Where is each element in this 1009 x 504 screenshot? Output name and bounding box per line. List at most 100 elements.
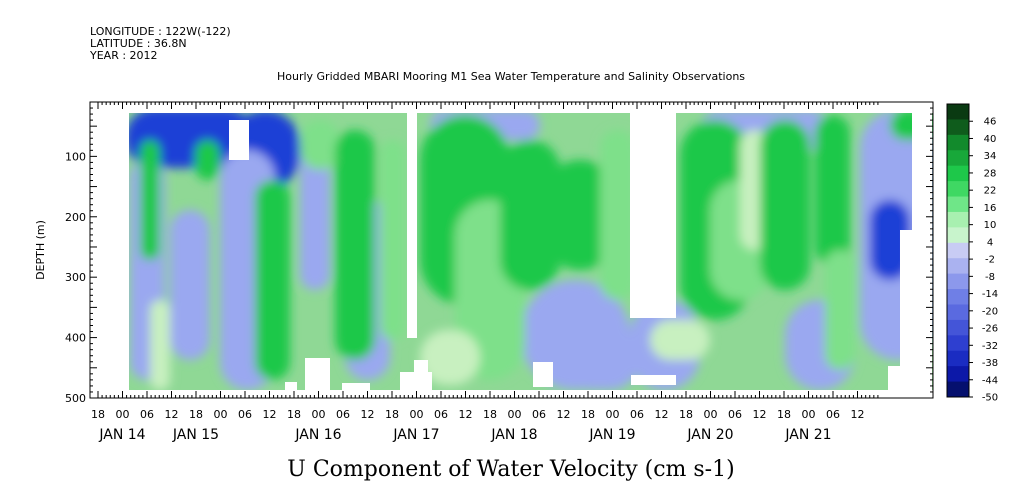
colorbar-label: 16 (984, 203, 997, 214)
colorbar-label: 28 (984, 168, 997, 179)
x-hour-label: 06 (532, 408, 546, 421)
x-hour-label: 18 (91, 408, 105, 421)
colorbar-swatch (947, 366, 969, 383)
colorbar-label: 4 (987, 237, 993, 248)
missing-data (630, 290, 676, 318)
y-tick-label: 400 (65, 332, 86, 345)
x-hour-label: 06 (336, 408, 350, 421)
x-date-label: JAN 20 (686, 427, 733, 443)
x-hour-label: 12 (361, 408, 375, 421)
heat-patch (150, 300, 170, 390)
x-hour-label: 12 (557, 408, 571, 421)
colorbar-swatch (947, 258, 969, 275)
x-hour-label: 00 (410, 408, 424, 421)
heat-patch (815, 115, 850, 265)
colorbar-swatch (947, 273, 969, 290)
colorbar-swatch (947, 211, 969, 228)
x-hour-label: 12 (263, 408, 277, 421)
colorbar-swatch (947, 319, 969, 336)
missing-data (91, 103, 932, 113)
heat-patch (140, 140, 160, 260)
colorbar-label: 22 (984, 186, 997, 197)
x-hour-label: 06 (630, 408, 644, 421)
colorbar-label: 40 (984, 134, 997, 145)
colorbar-label: -44 (982, 375, 998, 386)
heat-patch (195, 140, 220, 180)
heat-patch (170, 210, 210, 360)
x-date-label: JAN 17 (392, 427, 439, 443)
colorbar-swatch (947, 196, 969, 213)
x-hour-label: 12 (165, 408, 179, 421)
colorbar-swatch (947, 150, 969, 167)
colorbar-label: -38 (982, 358, 998, 369)
x-hour-label: 06 (728, 408, 742, 421)
y-axis-label: DEPTH (m) (34, 220, 47, 280)
colorbar-label: -26 (982, 324, 998, 335)
x-hour-label: 00 (802, 408, 816, 421)
x-hour-label: 00 (704, 408, 718, 421)
colorbar-label: -2 (985, 255, 995, 266)
latitude-label: LATITUDE : 36.8N (90, 37, 187, 50)
colorbar-swatch (947, 289, 969, 305)
colorbar-frame (946, 103, 970, 398)
x-hour-label: 00 (214, 408, 228, 421)
missing-data (400, 372, 432, 390)
missing-data-masks (91, 103, 932, 397)
missing-data (414, 360, 428, 372)
x-hour-label: 18 (385, 408, 399, 421)
missing-data (888, 366, 900, 390)
y-tick-labels: 100 200 300 400 500 (65, 150, 86, 405)
colorbar-swatch (947, 227, 969, 244)
x-hour-label: 00 (312, 408, 326, 421)
x-hour-label: 00 (508, 408, 522, 421)
colorbar-swatch (947, 304, 969, 321)
y-tick-label: 200 (65, 211, 86, 224)
x-hour-label: 00 (606, 408, 620, 421)
heat-patch (129, 113, 255, 168)
missing-data (630, 113, 676, 290)
longitude-label: LONGITUDE : 122W(-122) (90, 25, 231, 38)
x-hour-label: 12 (655, 408, 669, 421)
heatmap-field (129, 113, 933, 390)
colorbar-label: 46 (984, 117, 997, 128)
colorbar-swatch (947, 119, 969, 136)
heat-patch (255, 180, 290, 380)
y-tick-label: 500 (65, 392, 86, 405)
heat-patch (760, 120, 810, 290)
x-date-label: JAN 15 (172, 427, 219, 443)
x-hour-label: 06 (434, 408, 448, 421)
x-hour-label: 18 (581, 408, 595, 421)
colorbar-label: 34 (984, 151, 997, 162)
heat-patch (825, 250, 855, 370)
x-hour-label: 18 (679, 408, 693, 421)
colorbar-swatch (947, 242, 969, 259)
x-hour-label: 12 (459, 408, 473, 421)
colorbar (947, 104, 969, 398)
colorbar-label: -20 (982, 306, 998, 317)
colorbar-swatch (947, 350, 969, 367)
missing-data (631, 375, 676, 385)
heat-patch (650, 320, 710, 360)
missing-data (91, 390, 932, 397)
heat-patch (300, 130, 330, 290)
x-date-label: JAN 14 (98, 427, 145, 443)
missing-data (305, 358, 330, 390)
plot-frame (89, 101, 934, 399)
heat-patch (380, 140, 405, 340)
x-date-labels: JAN 14 JAN 15 JAN 16 JAN 17 JAN 18 JAN 19 JAN … (98, 427, 831, 443)
x-hour-label: 00 (116, 408, 130, 421)
x-hour-label: 06 (140, 408, 154, 421)
missing-data (342, 383, 370, 390)
x-date-label: JAN 21 (784, 427, 831, 443)
x-axis-title: U Component of Water Velocity (cm s-1) (287, 457, 734, 482)
missing-data (229, 120, 249, 160)
colorbar-swatch (947, 381, 969, 398)
x-hour-label: 18 (483, 408, 497, 421)
chart-title: Hourly Gridded MBARI Mooring M1 Sea Wate… (277, 70, 745, 83)
missing-data (407, 113, 417, 338)
y-tick-label: 100 (65, 150, 86, 163)
colorbar-label: -32 (982, 341, 998, 352)
x-hour-label: 18 (287, 408, 301, 421)
colorbar-swatch (947, 134, 969, 151)
